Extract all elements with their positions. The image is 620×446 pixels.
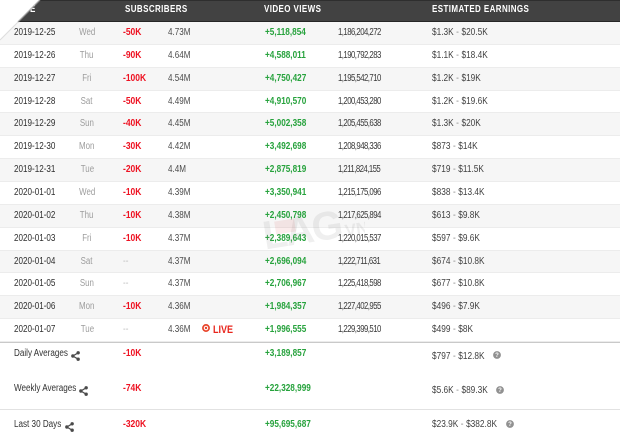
svg-text:?: ?	[495, 353, 499, 359]
svg-text:.VN: .VN	[339, 218, 365, 241]
svg-text:?: ?	[508, 422, 512, 428]
svg-text:LAG: LAG	[260, 203, 344, 259]
svg-text:?: ?	[498, 388, 502, 394]
